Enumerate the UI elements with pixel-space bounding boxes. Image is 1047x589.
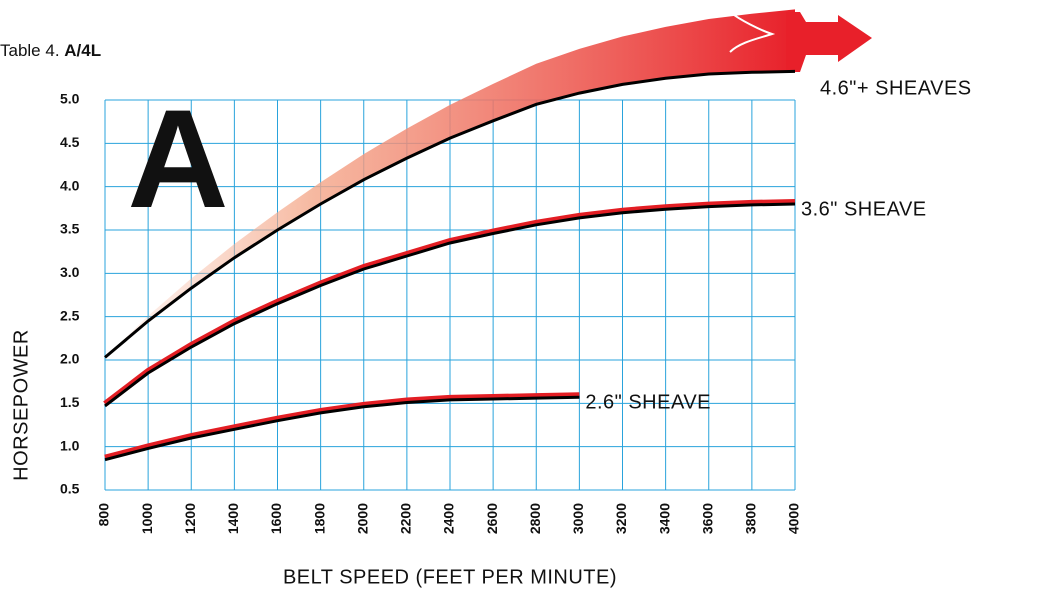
title-text: Table 4.	[0, 41, 60, 60]
line-highlight	[104, 392, 580, 461]
x-tick-label: 3000	[570, 503, 586, 534]
y-tick-label: 1.0	[60, 437, 80, 453]
y-tick-label: 2.5	[60, 307, 80, 323]
y-axis-label: HORSEPOWER	[10, 329, 32, 481]
x-tick-label: 1600	[268, 503, 284, 534]
watermark: A	[127, 80, 228, 237]
x-tick-label: 3800	[743, 503, 759, 534]
band-layer	[105, 9, 795, 358]
y-tick-label: 4.5	[60, 134, 80, 150]
series-line	[104, 395, 580, 462]
x-tick-label: 4000	[786, 503, 802, 534]
x-tick-label: 2600	[484, 503, 500, 534]
series-line	[104, 69, 796, 359]
title: Table 4. A/4L	[0, 41, 101, 60]
x-tick-label: 2200	[398, 503, 414, 534]
y-tick-label: 0.5	[60, 481, 80, 497]
arrow	[786, 12, 872, 72]
x-axis-label: BELT SPEED (FEET PER MINUTE)	[283, 566, 617, 588]
y-tick-label: 3.5	[60, 221, 80, 237]
series-label: 2.6" SHEAVE	[585, 392, 711, 414]
series-label: 4.6"+ SHEAVES	[820, 78, 972, 100]
x-tick-label: 3200	[613, 503, 629, 534]
x-tick-label: 1800	[311, 503, 327, 534]
y-tick-label: 5.0	[60, 91, 80, 107]
y-tick-label: 2.0	[60, 351, 80, 367]
x-tick-label: 1400	[225, 503, 241, 534]
series-line	[104, 202, 796, 408]
highlight-band	[105, 9, 795, 358]
line-highlight	[103, 199, 796, 407]
x-tick-label: 1000	[139, 503, 155, 534]
series-label: 3.6" SHEAVE	[801, 198, 927, 220]
x-tick-label: 3400	[656, 503, 672, 534]
y-tick-label: 3.0	[60, 264, 80, 280]
x-tick-label: 2000	[354, 503, 370, 534]
y-tick-label: 4.0	[60, 177, 80, 193]
y-tick-label: 1.5	[60, 394, 80, 410]
x-tick-label: 1200	[182, 503, 198, 534]
title-bold: A/4L	[64, 41, 101, 60]
x-tick-label: 800	[96, 503, 112, 527]
x-tick-label: 3600	[699, 503, 715, 534]
arrow-notch	[729, 11, 776, 53]
x-tick-label: 2400	[441, 503, 457, 534]
x-tick-label: 2800	[527, 503, 543, 534]
